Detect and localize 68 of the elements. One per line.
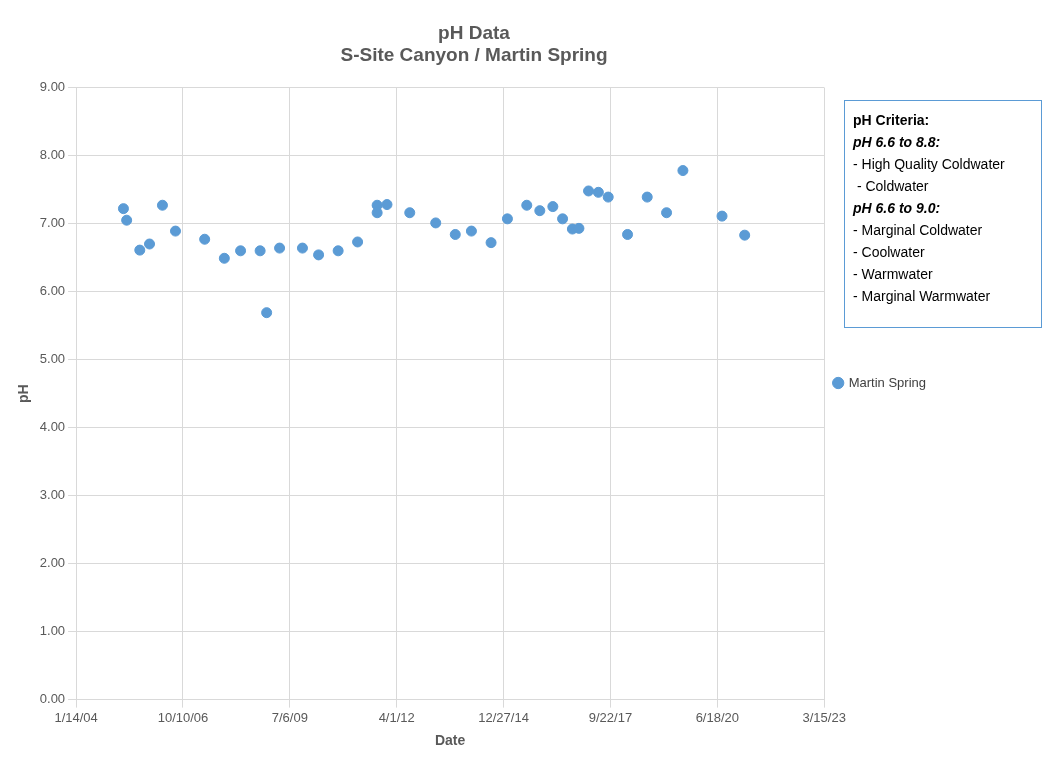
point bbox=[261, 307, 273, 319]
point bbox=[485, 237, 497, 249]
y-tick-label: 5.00 bbox=[39, 351, 66, 367]
y-tick-label: 9.00 bbox=[39, 79, 66, 95]
point bbox=[501, 213, 513, 225]
x-tick-label: 3/15/23 bbox=[802, 709, 846, 725]
y-tick-label: 6.00 bbox=[39, 283, 66, 299]
text: - Marginal Coldwater bbox=[853, 221, 984, 240]
x-tick-label: 12/27/14 bbox=[478, 709, 529, 725]
point bbox=[641, 191, 653, 203]
text: - High Quality Coldwater bbox=[853, 155, 1006, 174]
y-tick-label: 3.00 bbox=[39, 487, 66, 503]
legend-label: Martin Spring bbox=[848, 374, 926, 390]
point bbox=[622, 228, 634, 240]
y-tick-label: 4.00 bbox=[39, 419, 66, 435]
point bbox=[557, 213, 569, 225]
point bbox=[404, 207, 416, 219]
x-tick-label: 7/6/09 bbox=[271, 709, 308, 725]
point bbox=[602, 191, 614, 203]
point bbox=[313, 249, 325, 261]
point bbox=[449, 228, 461, 240]
point bbox=[583, 185, 595, 197]
point bbox=[677, 165, 689, 177]
point bbox=[169, 225, 181, 237]
point bbox=[121, 214, 133, 226]
text: - Coldwater bbox=[855, 177, 930, 196]
point bbox=[534, 205, 546, 217]
y-tick-label: 1.00 bbox=[39, 623, 66, 639]
point bbox=[661, 207, 673, 219]
point bbox=[254, 245, 266, 257]
point bbox=[592, 186, 604, 198]
y-tick-label: 0.00 bbox=[39, 691, 66, 707]
point bbox=[381, 199, 393, 211]
chart-title: pH Data bbox=[438, 21, 511, 43]
point bbox=[465, 225, 477, 237]
y-tick-label: 7.00 bbox=[39, 215, 66, 231]
y-tick-label: 8.00 bbox=[39, 147, 66, 163]
text: pH 6.6 to 9.0: bbox=[853, 199, 942, 218]
point bbox=[144, 238, 156, 250]
x-tick-label: 9/22/17 bbox=[588, 709, 633, 725]
chart-subtitle: S-Site Canyon / Martin Spring bbox=[340, 44, 608, 66]
point bbox=[332, 245, 344, 257]
text: - Coolwater bbox=[853, 243, 926, 262]
point bbox=[430, 217, 442, 229]
point bbox=[117, 203, 129, 215]
text: - Marginal Warmwater bbox=[853, 287, 992, 306]
point bbox=[296, 242, 308, 254]
x-tick-label: 6/18/20 bbox=[695, 709, 740, 725]
point bbox=[739, 229, 751, 241]
point bbox=[274, 242, 286, 254]
text: pH Criteria: bbox=[853, 111, 931, 130]
text: pH 6.6 to 8.8: bbox=[853, 133, 942, 152]
text: - Warmwater bbox=[853, 265, 934, 284]
point bbox=[134, 244, 146, 256]
x-tick-label: 10/10/06 bbox=[157, 709, 209, 725]
point bbox=[716, 210, 728, 222]
point bbox=[156, 199, 168, 211]
point bbox=[352, 236, 364, 248]
y-tick-label: 2.00 bbox=[39, 555, 66, 571]
x-tick-label: 1/14/04 bbox=[54, 709, 98, 725]
point bbox=[235, 245, 247, 257]
y-axis-title: pH bbox=[15, 384, 32, 403]
point bbox=[199, 233, 211, 245]
point bbox=[547, 201, 559, 213]
x-tick-label: 4/1/12 bbox=[378, 709, 415, 725]
point bbox=[218, 252, 230, 264]
point bbox=[521, 199, 533, 211]
x-axis-title: Date bbox=[434, 732, 466, 749]
